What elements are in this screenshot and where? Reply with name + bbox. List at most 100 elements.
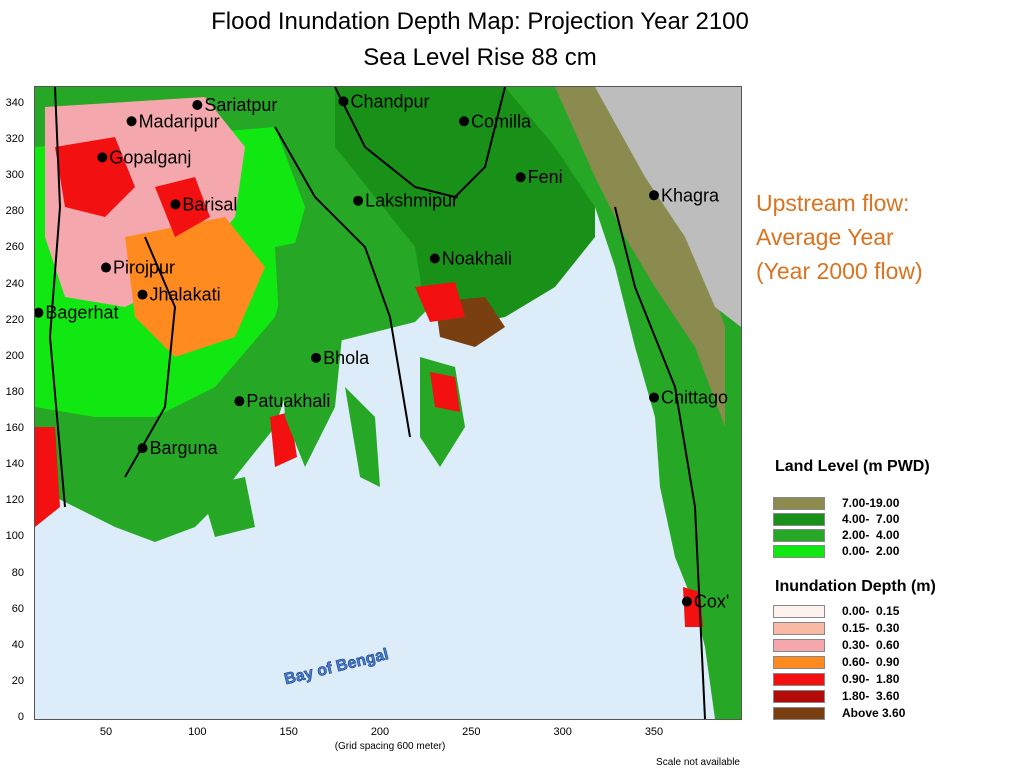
city-marker[interactable] <box>311 352 322 363</box>
y-tick-label: 320 <box>5 133 24 146</box>
inundation-legend-title: Inundation Depth (m) <box>775 578 936 595</box>
y-tick-label: 180 <box>5 385 24 398</box>
legend-label: 0.15- 0.30 <box>842 621 900 635</box>
city-marker[interactable] <box>459 116 470 127</box>
y-tick-label: 200 <box>5 349 24 362</box>
y-tick-label: 0 <box>17 711 24 723</box>
scale-note: Scale not available <box>656 757 740 768</box>
flood-map[interactable]: Sariatpur Chandpur Madaripur Comilla Gopalga… <box>35 87 741 719</box>
city-marker[interactable] <box>137 443 148 454</box>
legend-label: 0.90- 1.80 <box>842 672 900 686</box>
legend-label: 0.00- 0.15 <box>842 604 900 618</box>
legend-swatch <box>773 622 825 635</box>
noakhali-red <box>415 282 465 322</box>
y-tick-label: 100 <box>5 530 24 543</box>
legend-label: 0.00- 2.00 <box>842 544 900 558</box>
y-tick-label: 300 <box>5 169 24 182</box>
y-tick-label: 120 <box>5 494 24 507</box>
boundary-1 <box>48 87 66 508</box>
boundary-3 <box>334 87 506 199</box>
legend-swatch <box>773 513 825 526</box>
city-marker[interactable] <box>97 152 108 163</box>
city-marker[interactable] <box>353 195 364 206</box>
boundary-5 <box>614 206 706 719</box>
inundation-red-1 <box>55 137 135 217</box>
city-marker[interactable] <box>234 396 245 407</box>
city-label: Chandpur <box>350 91 429 111</box>
legend-swatch <box>773 605 825 618</box>
legend-swatch <box>773 545 825 558</box>
x-tick-label: 300 <box>553 726 572 738</box>
city-label: Cox' <box>694 592 729 612</box>
land-hills-hi <box>555 87 725 427</box>
city-marker[interactable] <box>429 253 440 264</box>
city-label: Gopalganj <box>109 147 191 167</box>
city-label: Pirojpur <box>113 258 175 278</box>
boundary-2 <box>274 126 411 438</box>
upstream-line-2: Average Year <box>756 224 894 250</box>
city-label: Bagerhat <box>45 303 118 323</box>
legend-swatch <box>773 639 825 652</box>
y-tick-label: 260 <box>5 241 24 254</box>
upstream-flow-note: Upstream flow: Average Year (Year 2000 f… <box>756 186 923 288</box>
legend-label: 4.00- 7.00 <box>842 512 900 526</box>
y-tick-label: 80 <box>11 566 24 579</box>
legend-label: 7.00-19.00 <box>842 496 900 510</box>
city-label: Sariatpur <box>204 95 277 115</box>
legend-swatch <box>773 497 825 510</box>
legend-label: 1.80- 3.60 <box>842 689 900 703</box>
map-title: Flood Inundation Depth Map: Projection Y… <box>211 8 749 35</box>
y-tick-label: 220 <box>5 313 24 326</box>
city-label: Feni <box>528 167 563 187</box>
y-tick-label: 280 <box>5 205 24 218</box>
legend-label: Above 3.60 <box>842 706 906 720</box>
city-label: Madaripur <box>139 111 220 131</box>
city-marker[interactable] <box>649 190 659 201</box>
land-legend-title: Land Level (m PWD) <box>775 458 930 475</box>
city-label: Bhola <box>323 348 370 368</box>
x-tick-label: 150 <box>279 726 298 738</box>
island-south-2 <box>200 477 255 537</box>
y-tick-label: 60 <box>11 602 24 615</box>
island-red <box>430 372 460 412</box>
x-tick-label: 200 <box>370 726 390 738</box>
bay-of-bengal-label: Bay of Bengal <box>283 646 391 688</box>
inundation-red-2 <box>155 177 210 237</box>
city-marker[interactable] <box>338 96 349 107</box>
inundation-red-3 <box>35 427 60 527</box>
y-tick-label: 140 <box>5 458 24 471</box>
flood-map-panel[interactable]: Sariatpur Chandpur Madaripur Comilla Gopalga… <box>34 86 742 720</box>
y-tick-label: 40 <box>11 638 24 651</box>
legend-swatch <box>773 673 825 686</box>
land-india <box>595 87 741 327</box>
y-tick-label: 340 <box>5 97 24 109</box>
city-marker[interactable] <box>681 596 692 607</box>
city-marker[interactable] <box>101 262 111 273</box>
city-label: Patuakhali <box>246 391 330 411</box>
island-hatia <box>420 357 465 467</box>
city-marker[interactable] <box>170 199 181 210</box>
city-label: Comilla <box>471 111 532 131</box>
x-tick-label: 350 <box>644 726 664 738</box>
city-marker[interactable] <box>515 172 526 183</box>
inundation-orange <box>125 217 265 357</box>
legend-swatch <box>773 707 825 720</box>
land-east <box>335 87 595 327</box>
upstream-line-1: Upstream flow: <box>756 190 910 216</box>
legend-swatch <box>773 690 825 703</box>
map-subtitle: Sea Level Rise 88 cm <box>363 44 597 71</box>
x-tick-label: 250 <box>462 726 481 738</box>
legend-label: 2.00- 4.00 <box>842 528 900 542</box>
city-marker[interactable] <box>35 307 44 318</box>
island-bhola <box>275 237 345 467</box>
x-tick-label: 50 <box>99 726 113 738</box>
city-label: Lakshmipur <box>365 191 458 211</box>
city-label: Jhalakati <box>150 285 221 305</box>
city-marker[interactable] <box>192 100 203 110</box>
city-marker[interactable] <box>137 289 148 300</box>
city-label: Barisal <box>182 194 237 214</box>
city-marker[interactable] <box>126 116 137 127</box>
legend-label: 0.60- 0.90 <box>842 655 900 669</box>
city-marker[interactable] <box>649 392 659 403</box>
legend-swatch <box>773 529 825 542</box>
